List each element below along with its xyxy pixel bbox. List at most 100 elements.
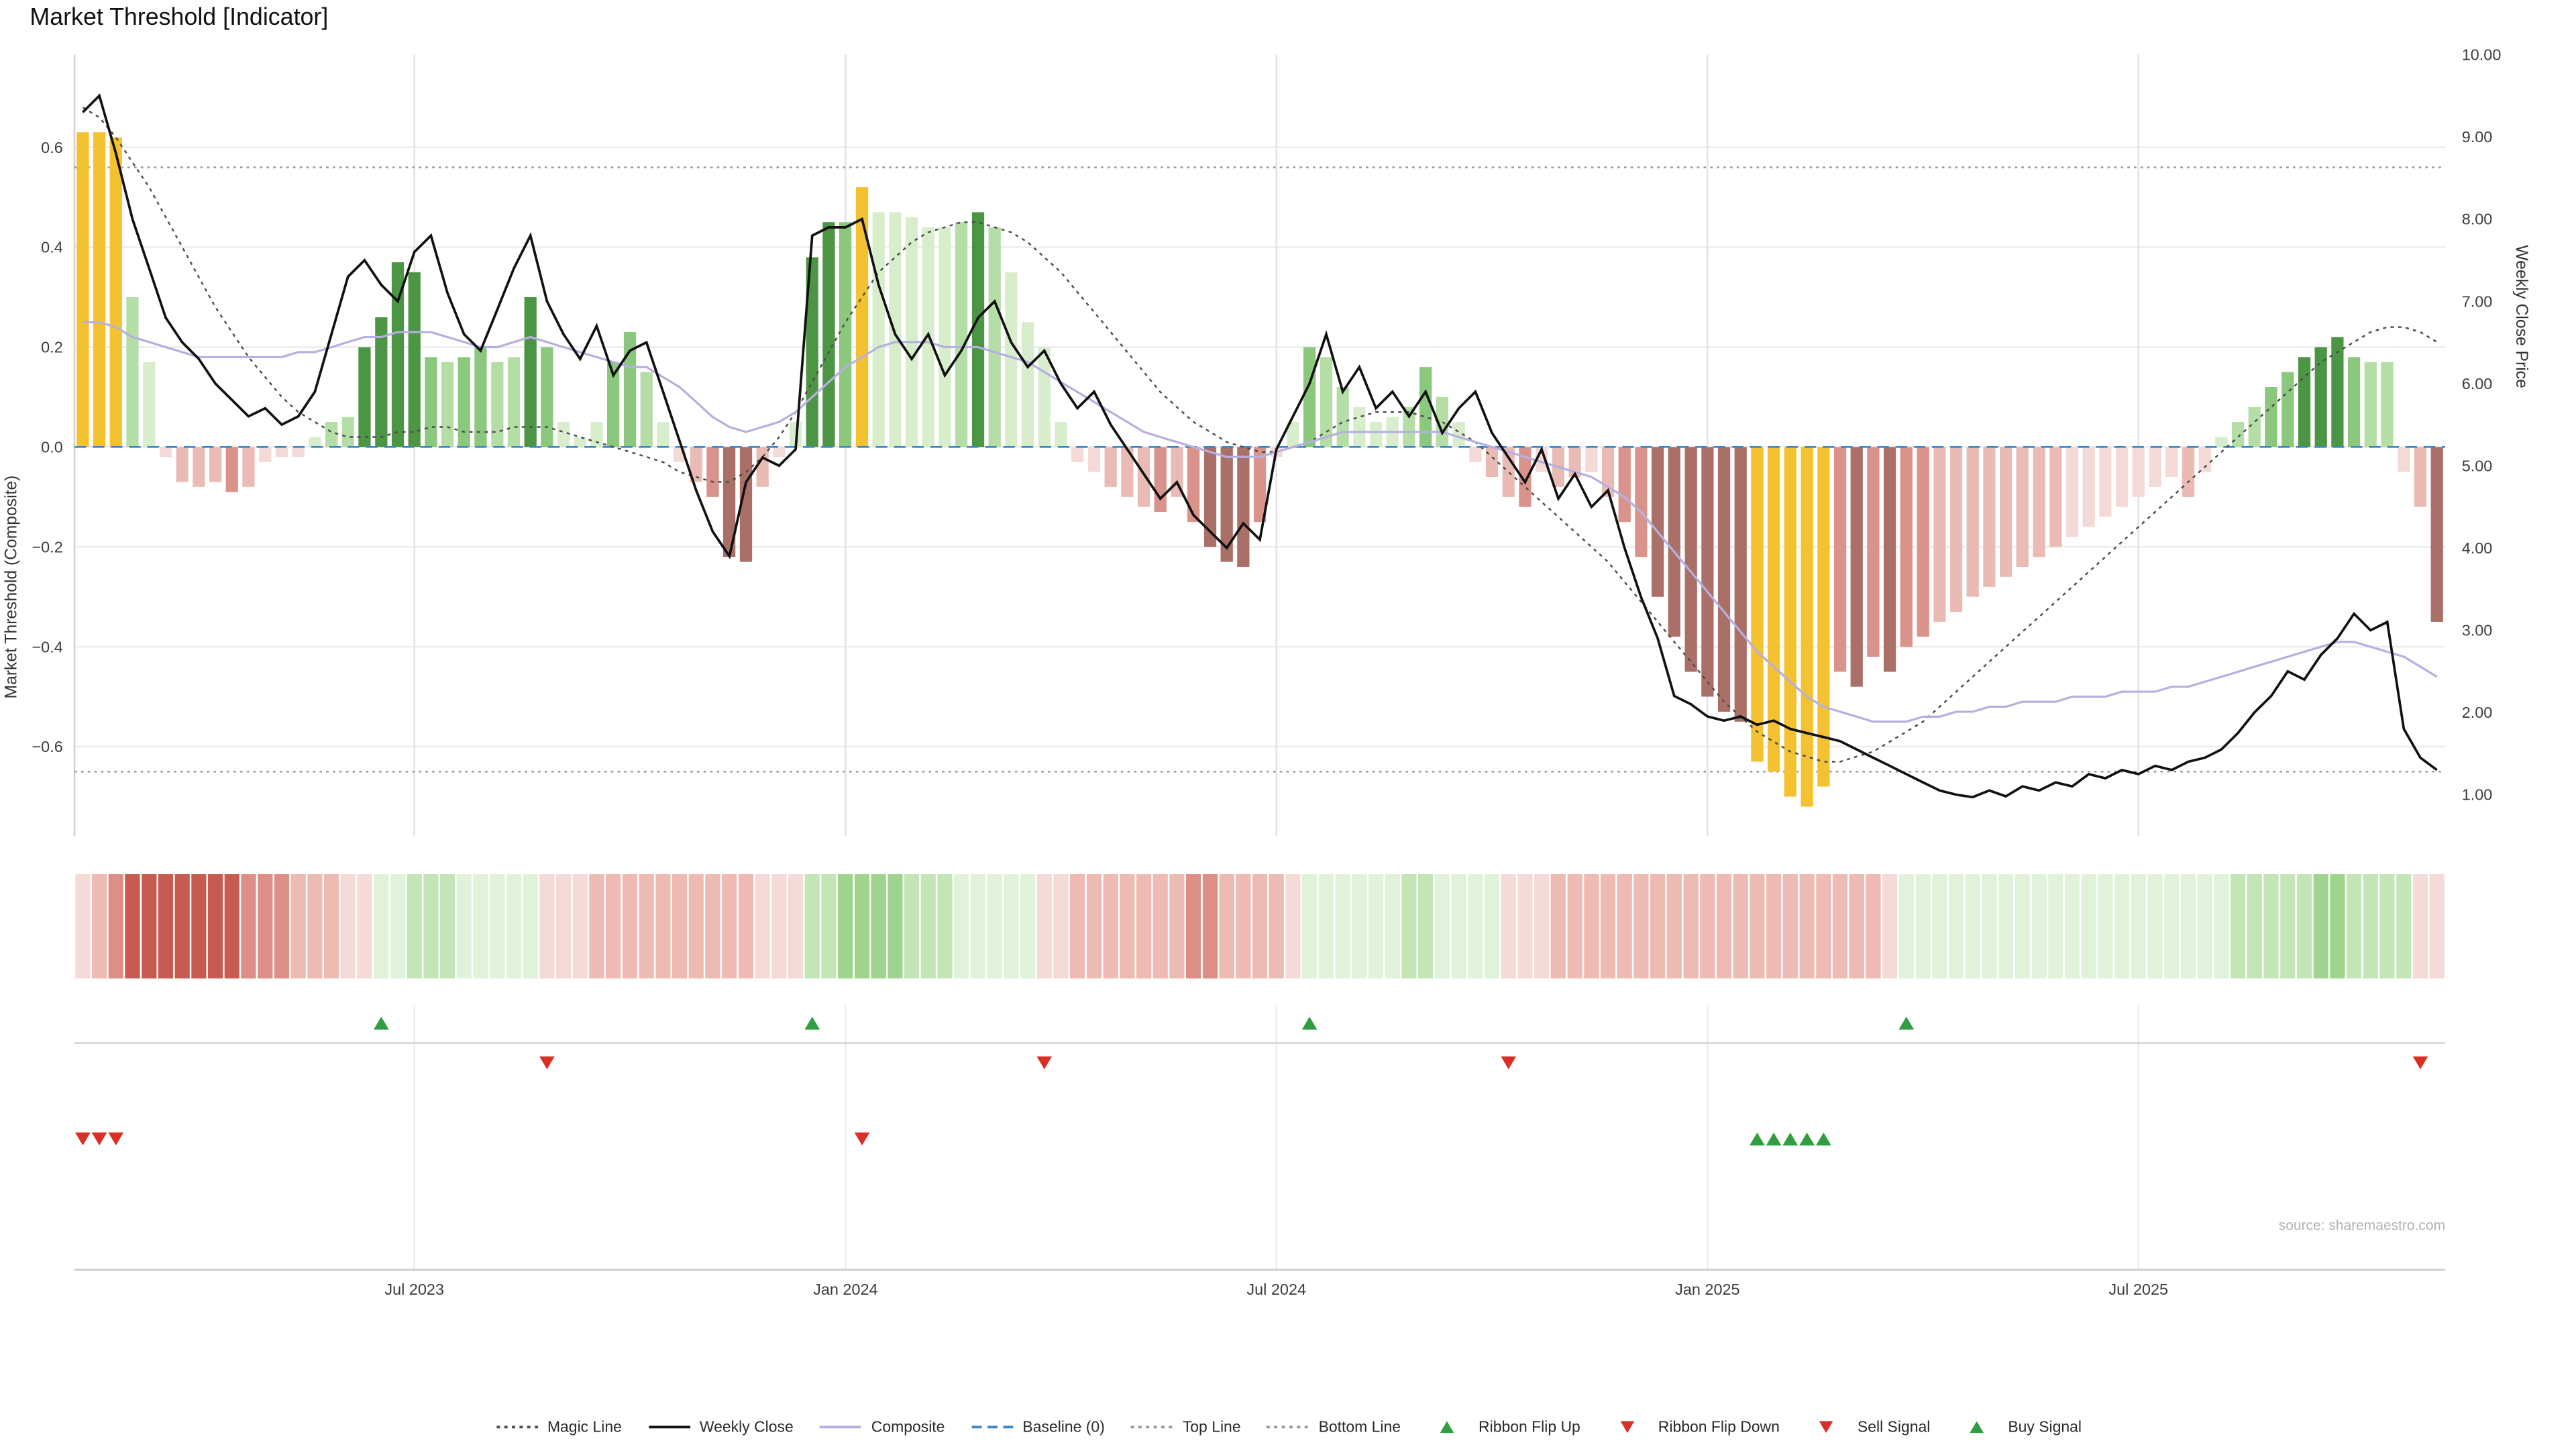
ribbon-cell [738,874,754,979]
threshold-bar [1303,347,1316,447]
threshold-bar [1253,447,1267,523]
ribbon-cell [390,874,406,979]
ribbon-cell [1468,874,1483,979]
threshold-bar [1784,447,1796,797]
ribbon-cell [290,874,306,979]
legend-label: Ribbon Flip Up [1479,1418,1580,1436]
ribbon-cell [1120,874,1135,979]
ribbon-cell [1633,874,1649,979]
threshold-bar [872,212,885,447]
threshold-bar [441,362,454,447]
ribbon-cell [456,874,472,979]
x-tick-label: Jul 2025 [2108,1281,2168,1298]
ribbon-cell [1169,874,1185,979]
threshold-bar [1966,447,1979,597]
x-tick-label: Jan 2024 [813,1281,877,1298]
ribbon-cell [258,874,273,979]
ribbon-cell [174,874,190,979]
threshold-bar [889,212,902,447]
left-tick-label: −0.2 [32,538,62,555]
buy-signal-marker [1766,1132,1782,1146]
ribbon-cell [688,874,704,979]
threshold-bar [938,227,951,447]
right-tick-label: 4.00 [2462,539,2493,557]
ribbon-cell [1948,874,1964,979]
source-attribution: source: sharemaestro.com [2278,1216,2446,1234]
threshold-bar [507,357,521,447]
threshold-bar [1137,447,1150,507]
threshold-bar [2165,447,2178,477]
ribbon-cell [2081,874,2096,979]
threshold-bar [1087,447,1101,472]
left-tick-label: −0.4 [32,638,62,655]
ribbon-cell [721,874,737,979]
threshold-bar [225,447,238,492]
threshold-bar [1734,447,1747,722]
ribbon-cell [837,874,853,979]
ribbon-cell [2147,874,2163,979]
chart-title: Market Threshold [Indicator] [30,5,329,32]
ribbon-cell [1385,874,1400,979]
threshold-bar [1237,447,1250,567]
right-tick-label: 8.00 [2462,211,2493,228]
threshold-bars [76,132,2443,807]
legend-item: Composite [818,1419,945,1436]
threshold-bar [2331,337,2344,447]
ribbon-cell [1202,874,1218,979]
dotted-legend-sample-icon [1131,1426,1173,1429]
threshold-bar [1519,447,1532,507]
threshold-bar [1203,447,1217,547]
ribbon-cell [2296,874,2312,979]
ribbon-cell [1617,874,1632,979]
threshold-bar [159,447,172,458]
ribbon-cell [788,874,804,979]
threshold-bar [955,222,968,447]
ribbon-cell [2214,874,2229,979]
threshold-bar [2149,447,2161,487]
threshold-bar [1369,422,1383,447]
threshold-bar [524,297,537,447]
right-tick-label: 2.00 [2462,704,2493,721]
dotted-legend-sample-icon [1267,1426,1309,1429]
threshold-bar [1220,447,1233,562]
legend-label: Composite [871,1418,945,1436]
ribbon-cell [1285,874,1301,979]
legend-item: Ribbon Flip Down [1605,1419,1780,1436]
ribbon-cell [904,874,920,979]
ribbon-cell [804,874,820,979]
ribbon-cell [323,874,339,979]
legend-label: Magic Line [547,1418,622,1436]
threshold-bar [2099,447,2112,517]
dashed-legend-sample-icon [971,1426,1013,1429]
x-tick-label: Jan 2025 [1675,1281,1739,1298]
threshold-bar [2282,372,2294,447]
ribbon-cell [1733,874,1748,979]
sell-signal-marker [854,1132,870,1146]
ribbon-cell [2015,874,2030,979]
ribbon-cell [523,874,538,979]
threshold-bar [425,357,437,447]
ribbon-cell [2131,874,2146,979]
left-tick-label: −0.6 [32,738,62,755]
ribbon-cell [2197,874,2212,979]
threshold-bar [1485,447,1499,477]
frame-lines [73,54,2446,1271]
threshold-bar [375,317,388,447]
threshold-bar [690,447,702,482]
ribbon-cell [357,874,372,979]
x-tick-label: Jul 2023 [384,1281,444,1298]
tri-up-legend-sample-icon [1440,1421,1454,1434]
threshold-bar [839,222,852,447]
ribbon-cell [1750,874,1765,979]
threshold-bar [1320,357,1333,447]
right-tick-label: 7.00 [2462,292,2493,310]
threshold-bar [2215,437,2228,447]
threshold-bar [2314,347,2327,447]
threshold-bar [1287,422,1299,447]
threshold-bar [1104,447,1117,487]
ribbon-cell [1417,874,1434,979]
left-tick-label: 0.6 [41,139,63,156]
weekly-close-line [82,93,2438,799]
ribbon-cell [2429,874,2445,979]
threshold-bar [1801,447,1813,807]
